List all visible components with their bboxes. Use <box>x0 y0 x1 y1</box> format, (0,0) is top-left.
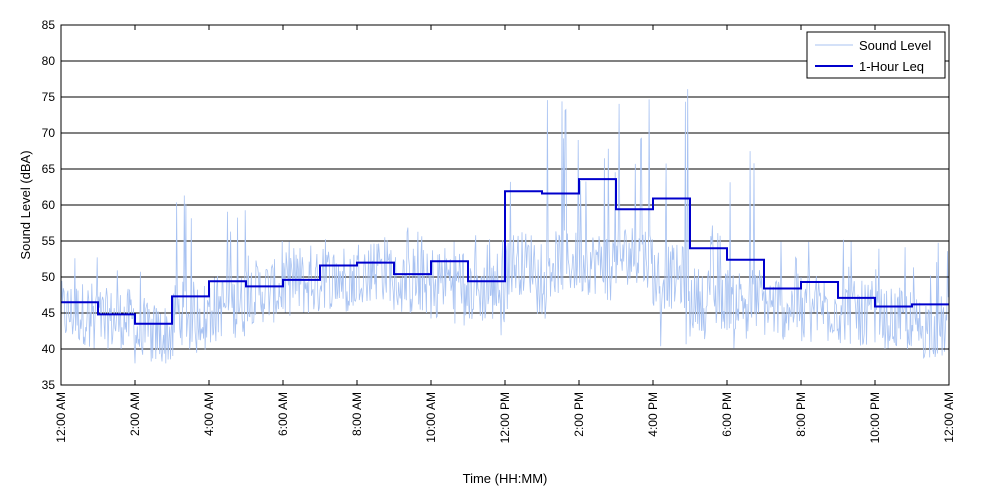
y-axis-title: Sound Level (dBA) <box>18 150 33 259</box>
x-axis-title: Time (HH:MM) <box>463 471 548 486</box>
x-tick-label: 12:00 AM <box>942 392 956 443</box>
y-tick-label: 55 <box>42 234 56 248</box>
y-tick-label: 50 <box>42 270 56 284</box>
y-tick-label: 85 <box>42 18 56 32</box>
x-tick-label: 10:00 AM <box>424 392 438 443</box>
y-tick-label: 60 <box>42 198 56 212</box>
x-tick-label: 12:00 AM <box>54 392 68 443</box>
x-tick-label: 6:00 PM <box>720 392 734 437</box>
x-tick-label: 4:00 PM <box>646 392 660 437</box>
plot-series <box>60 89 949 364</box>
y-tick-label: 70 <box>42 126 56 140</box>
leq-step-line <box>61 178 949 325</box>
sound-level-line <box>60 89 949 364</box>
legend: Sound Level 1-Hour Leq <box>806 31 946 79</box>
x-tick-label: 8:00 PM <box>794 392 808 437</box>
x-tick-label: 10:00 PM <box>868 392 882 443</box>
y-tick-label: 45 <box>42 306 56 320</box>
legend-box <box>806 31 946 79</box>
x-tick-label: 12:00 PM <box>498 392 512 443</box>
y-tick-label: 35 <box>42 378 56 392</box>
x-tick-label: 2:00 PM <box>572 392 586 437</box>
y-tick-label: 40 <box>42 342 56 356</box>
x-tick-label: 4:00 AM <box>202 392 216 436</box>
legend-label-sound-level: Sound Level <box>859 38 931 53</box>
y-tick-label: 65 <box>42 162 56 176</box>
y-tick-label: 75 <box>42 90 56 104</box>
x-tick-label: 2:00 AM <box>128 392 142 436</box>
axis-ticks: 35 40 45 50 55 60 65 70 75 80 85 12:00 AM 2:00 AM 4:0… <box>42 18 956 443</box>
x-tick-label: 6:00 AM <box>276 392 290 436</box>
y-tick-label: 80 <box>42 54 56 68</box>
x-tick-label: 8:00 AM <box>350 392 364 436</box>
legend-label-1-hour-leq: 1-Hour Leq <box>859 59 924 74</box>
